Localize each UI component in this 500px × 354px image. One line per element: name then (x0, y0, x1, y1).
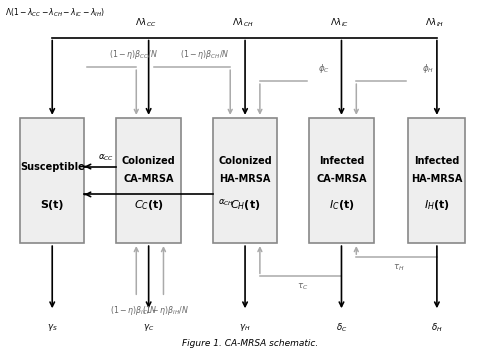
Text: Susceptible: Susceptible (20, 161, 84, 172)
Text: $(1-\eta)\beta_{CC}/N$: $(1-\eta)\beta_{CC}/N$ (109, 48, 158, 61)
Text: $\Lambda\lambda_{IH}$: $\Lambda\lambda_{IH}$ (425, 16, 444, 29)
Text: S(t): S(t) (40, 200, 64, 210)
Text: CA-MRSA: CA-MRSA (124, 174, 174, 184)
Text: $\phi_C$: $\phi_C$ (318, 62, 330, 75)
Text: $\delta_C$: $\delta_C$ (336, 321, 347, 334)
Text: $\gamma_S$: $\gamma_S$ (47, 321, 58, 333)
Text: $I_H$(t): $I_H$(t) (424, 198, 450, 212)
FancyBboxPatch shape (213, 118, 277, 243)
Text: $\gamma_H$: $\gamma_H$ (240, 321, 251, 333)
Text: Colonized: Colonized (122, 156, 176, 166)
Text: $\phi_H$: $\phi_H$ (422, 62, 434, 75)
Text: HA-MRSA: HA-MRSA (220, 174, 270, 184)
Text: $\Lambda\lambda_{IC}$: $\Lambda\lambda_{IC}$ (330, 16, 348, 29)
Text: $\Lambda(1-\lambda_{CC}-\lambda_{CH}-\lambda_{IC}-\lambda_{IH})$: $\Lambda(1-\lambda_{CC}-\lambda_{CH}-\la… (5, 7, 105, 19)
Text: $\Lambda\lambda_{CH}$: $\Lambda\lambda_{CH}$ (232, 16, 254, 29)
Text: $(1-\eta)\beta_{IH}/N$: $(1-\eta)\beta_{IH}/N$ (142, 304, 190, 317)
Text: $\delta_H$: $\delta_H$ (431, 321, 442, 334)
Text: HA-MRSA: HA-MRSA (411, 174, 463, 184)
Text: $(1-\eta)\beta_{IC}/N$: $(1-\eta)\beta_{IC}/N$ (110, 304, 158, 317)
Text: $C_H$(t): $C_H$(t) (230, 198, 260, 212)
Text: $C_C$(t): $C_C$(t) (134, 198, 164, 212)
FancyBboxPatch shape (116, 118, 181, 243)
Text: $\alpha_{CH}$: $\alpha_{CH}$ (218, 198, 234, 209)
Text: $(1-\eta)\beta_{CH}/N$: $(1-\eta)\beta_{CH}/N$ (180, 48, 229, 61)
Text: $\Lambda\lambda_{CC}$: $\Lambda\lambda_{CC}$ (136, 16, 157, 29)
Text: Infected: Infected (319, 156, 364, 166)
FancyBboxPatch shape (310, 118, 374, 243)
Text: $\alpha_{CC}$: $\alpha_{CC}$ (98, 153, 114, 163)
Text: Infected: Infected (414, 156, 460, 166)
Text: Colonized: Colonized (218, 156, 272, 166)
Text: Figure 1. CA-MRSA schematic.: Figure 1. CA-MRSA schematic. (182, 339, 318, 348)
Text: $\tau_H$: $\tau_H$ (394, 262, 405, 273)
Text: CA-MRSA: CA-MRSA (316, 174, 366, 184)
Text: $I_C$(t): $I_C$(t) (328, 198, 354, 212)
FancyBboxPatch shape (408, 118, 466, 243)
Text: $\tau_C$: $\tau_C$ (298, 281, 309, 292)
FancyBboxPatch shape (20, 118, 84, 243)
Text: $\gamma_C$: $\gamma_C$ (143, 321, 154, 333)
